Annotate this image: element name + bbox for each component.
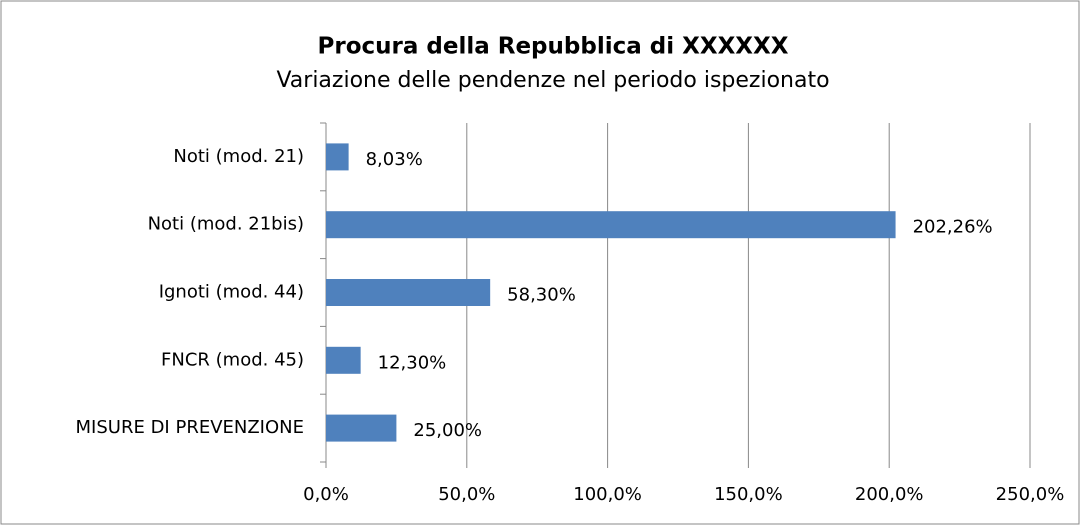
- value-label: 58,30%: [507, 285, 576, 306]
- value-label: 25,00%: [413, 420, 482, 441]
- bar: [326, 414, 397, 442]
- chart-title: Procura della Repubblica di XXXXXX: [318, 34, 789, 60]
- x-tick-label: 150,0%: [714, 484, 783, 505]
- x-tick-label: 50,0%: [438, 484, 495, 505]
- value-label: 202,26%: [913, 217, 993, 238]
- x-tick-label: 250,0%: [996, 484, 1065, 505]
- x-tick-label: 100,0%: [573, 484, 642, 505]
- y-tick-label: FNCR (mod. 45): [161, 349, 304, 370]
- y-tick-label: Noti (mod. 21): [173, 146, 304, 167]
- value-label: 12,30%: [378, 352, 447, 373]
- value-label: 8,03%: [366, 149, 423, 170]
- bar: [326, 279, 491, 306]
- y-tick-label: Ignoti (mod. 44): [159, 282, 304, 303]
- bar: [326, 211, 896, 239]
- chart-subtitle: Variazione delle pendenze nel periodo is…: [276, 68, 829, 93]
- x-tick-label: 200,0%: [855, 484, 924, 505]
- bar: [326, 346, 361, 374]
- y-tick-label: Noti (mod. 21bis): [148, 214, 304, 235]
- bar: [326, 143, 349, 171]
- x-tick-label: 0,0%: [303, 484, 349, 505]
- y-tick-label: MISURE DI PREVENZIONE: [76, 417, 304, 438]
